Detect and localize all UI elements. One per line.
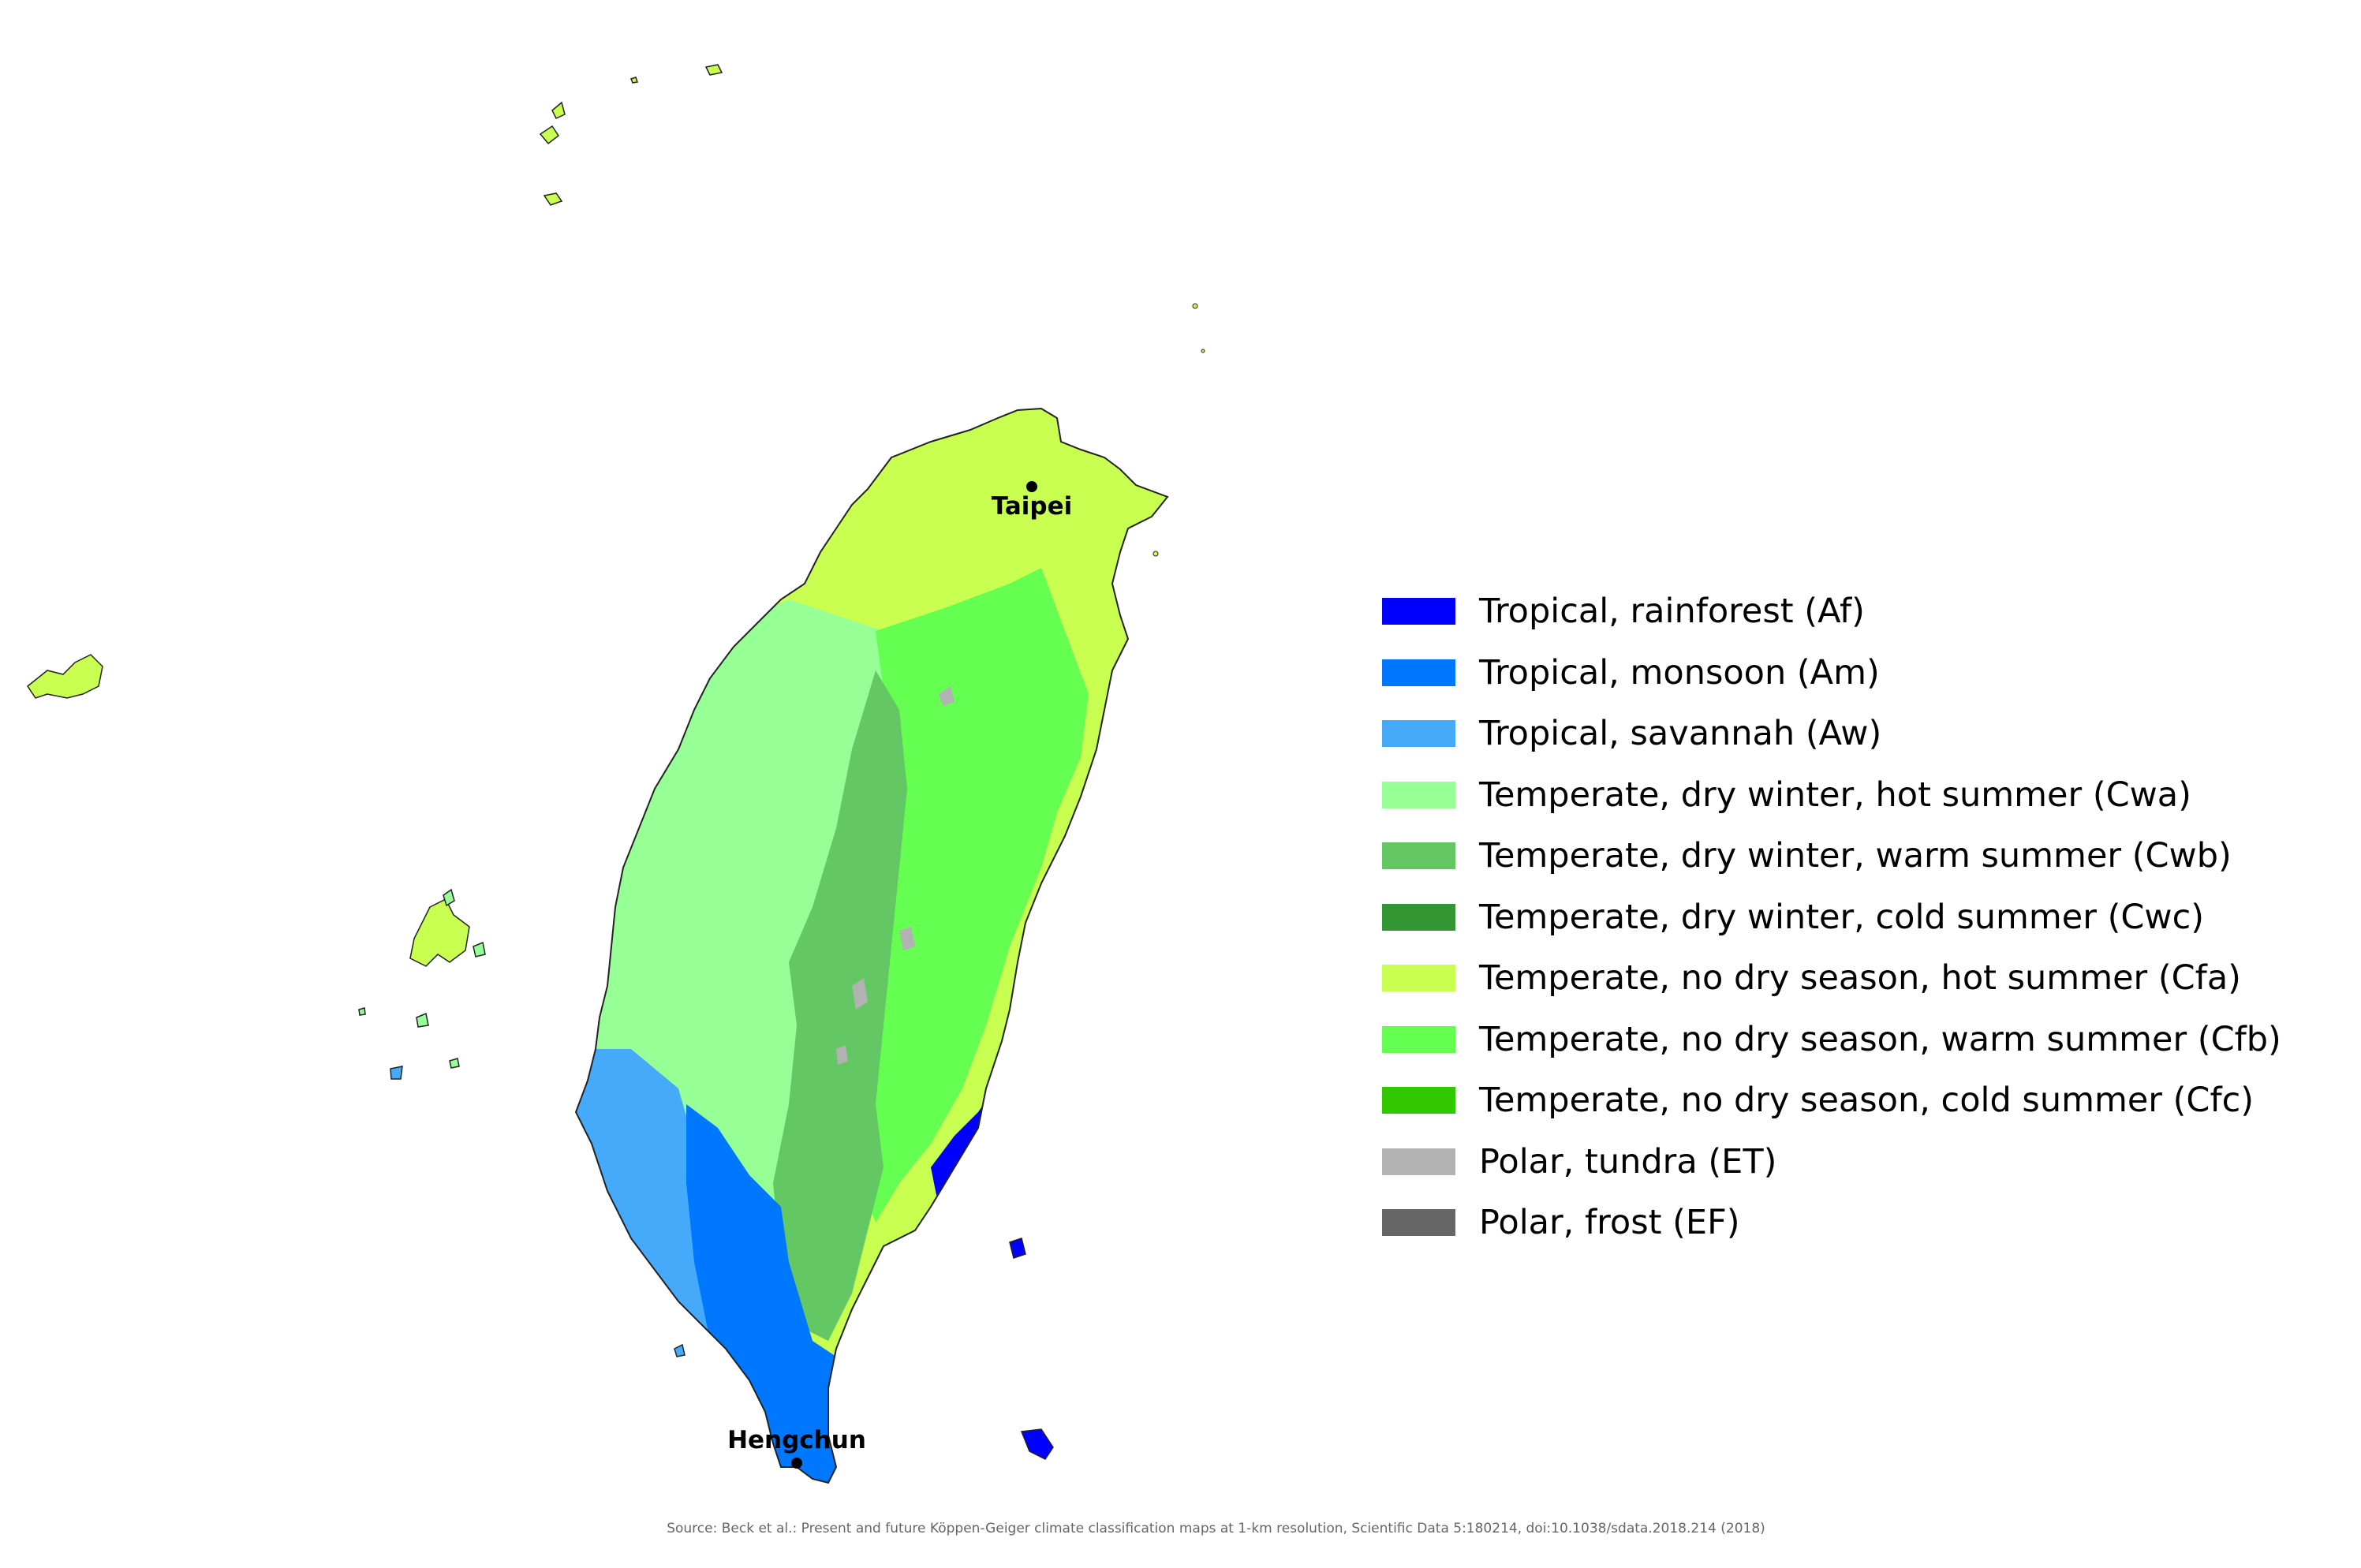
legend-item: Tropical, savannah (Aw) — [1382, 710, 1881, 757]
legend-label: Temperate, no dry season, warm summer (C… — [1479, 1019, 2281, 1059]
legend-swatch — [1382, 1209, 1455, 1236]
legend-swatch — [1382, 598, 1455, 625]
legend-label: Tropical, monsoon (Am) — [1479, 652, 1880, 693]
legend-item: Temperate, dry winter, warm summer (Cwb) — [1382, 832, 2232, 879]
green-island — [1009, 1238, 1026, 1259]
orchid-island — [1020, 1428, 1054, 1460]
taipei-dot — [1026, 481, 1037, 492]
legend-item: Temperate, no dry season, cold summer (C… — [1382, 1077, 2254, 1124]
penghu-islands — [358, 888, 486, 1080]
kinmen-island — [26, 654, 103, 699]
legend-item: Temperate, no dry season, hot summer (Cf… — [1382, 954, 2241, 1002]
legend-label: Temperate, dry winter, cold summer (Cwc) — [1479, 897, 2204, 937]
legend-label: Polar, frost (EF) — [1479, 1203, 1740, 1242]
legend-label: Temperate, no dry season, cold summer (C… — [1479, 1081, 2255, 1120]
legend-item: Polar, tundra (ET) — [1382, 1138, 1776, 1185]
legend-item: Temperate, no dry season, warm summer (C… — [1382, 1016, 2281, 1063]
legend-swatch — [1382, 842, 1455, 869]
city-label-hengchun: Hengchun — [727, 1426, 866, 1454]
legend-swatch — [1382, 965, 1455, 991]
legend-label: Temperate, dry winter, warm summer (Cwb) — [1479, 836, 2232, 875]
matsu-islands — [539, 64, 723, 206]
legend-label: Polar, tundra (ET) — [1479, 1141, 1777, 1182]
legend-item: Temperate, dry winter, hot summer (Cwa) — [1382, 771, 2191, 819]
legend-item: Polar, frost (EF) — [1382, 1199, 1740, 1246]
legend-swatch — [1382, 781, 1455, 808]
legend-swatch — [1382, 903, 1455, 931]
legend-swatch — [1382, 1087, 1455, 1114]
city-label-taipei: Taipei — [992, 492, 1073, 521]
legend-label: Temperate, no dry season, hot summer (Cf… — [1479, 958, 2241, 998]
legend-item: Temperate, dry winter, cold summer (Cwc) — [1382, 894, 2204, 941]
legend-item: Tropical, monsoon (Am) — [1382, 649, 1880, 696]
legend-label: Tropical, rainforest (Af) — [1479, 592, 1865, 631]
legend-label: Temperate, dry winter, hot summer (Cwa) — [1479, 775, 2191, 815]
source-note: Source: Beck et al.: Present and future … — [667, 1521, 1765, 1536]
legend-swatch — [1382, 720, 1455, 747]
legend-swatch — [1382, 1025, 1455, 1053]
legend-label: Tropical, savannah (Aw) — [1479, 714, 1882, 753]
legend-swatch — [1382, 1148, 1455, 1175]
legend-swatch — [1382, 659, 1455, 686]
legend-item: Tropical, rainforest (Af) — [1382, 588, 1865, 635]
hengchun-dot — [791, 1458, 802, 1469]
